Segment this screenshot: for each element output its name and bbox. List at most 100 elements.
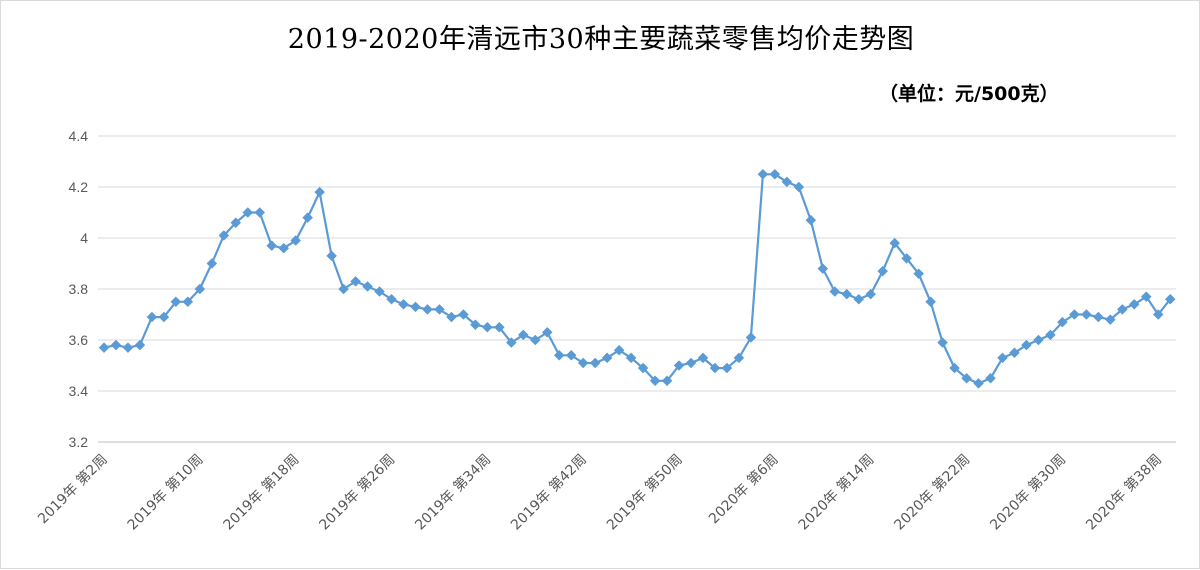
data-point	[122, 342, 134, 354]
data-point	[697, 352, 709, 364]
data-point	[661, 375, 673, 387]
x-tick-label: 2020年 第14周	[795, 451, 878, 534]
data-point	[146, 311, 158, 323]
data-point	[242, 207, 254, 218]
x-tick-label: 2020年 第38周	[1082, 451, 1165, 534]
data-point	[1152, 309, 1164, 320]
data-point	[589, 357, 601, 369]
x-tick-label: 2020年 第22周	[891, 451, 974, 534]
x-tick-label: 2019年 第26周	[316, 451, 399, 534]
data-point	[350, 275, 361, 287]
data-point	[1069, 309, 1080, 320]
data-point	[673, 360, 685, 371]
data-point	[997, 352, 1008, 364]
data-point	[829, 286, 841, 297]
data-point	[853, 293, 865, 305]
data-point	[649, 375, 661, 387]
data-point	[577, 357, 589, 369]
data-point	[769, 168, 781, 180]
y-tick-label: 4	[80, 230, 88, 246]
unit-label: （单位：元/500克）	[879, 83, 1059, 105]
data-point	[553, 349, 565, 361]
data-point	[1104, 314, 1116, 325]
y-tick-label: 3.6	[69, 332, 89, 348]
x-tick-label: 2019年 第10周	[124, 451, 207, 534]
data-point	[841, 288, 853, 300]
data-point	[1140, 291, 1152, 303]
data-point	[685, 357, 697, 369]
data-point	[637, 362, 649, 374]
data-point	[182, 296, 194, 308]
data-point	[865, 288, 877, 300]
data-point	[362, 281, 373, 292]
x-tick-label: 2019年 第18周	[220, 451, 303, 534]
data-point	[1021, 339, 1032, 351]
x-tick-label: 2020年 第6周	[705, 451, 781, 527]
data-point	[98, 342, 110, 354]
data-point	[1057, 316, 1068, 328]
data-point	[482, 321, 493, 333]
data-point	[302, 212, 314, 223]
data-point	[721, 362, 733, 374]
data-point	[805, 214, 817, 226]
data-point	[1128, 298, 1140, 310]
data-point	[278, 242, 290, 254]
data-point	[1116, 304, 1128, 315]
y-tick-label: 4.4	[69, 128, 89, 144]
data-point	[290, 235, 302, 246]
data-point	[134, 339, 146, 351]
data-point	[374, 286, 385, 297]
y-tick-label: 3.2	[69, 434, 89, 450]
data-point	[218, 230, 230, 241]
data-point	[925, 296, 936, 308]
data-point	[793, 181, 805, 193]
y-tick-label: 4.2	[69, 179, 89, 195]
data-point	[961, 372, 972, 384]
data-point	[877, 265, 889, 277]
data-point	[505, 337, 517, 348]
data-point	[529, 334, 541, 346]
data-point	[1092, 311, 1104, 323]
data-point	[745, 332, 757, 343]
data-point	[901, 253, 913, 264]
data-point	[1081, 309, 1092, 320]
data-point	[206, 258, 218, 269]
data-point	[458, 309, 469, 320]
data-point	[170, 296, 182, 308]
data-point	[398, 298, 409, 310]
data-point	[434, 304, 445, 315]
data-point	[470, 319, 481, 331]
data-point	[1045, 329, 1056, 341]
data-point	[949, 362, 960, 374]
data-point	[158, 311, 170, 323]
x-tick-label: 2019年 第34周	[412, 451, 495, 534]
data-point	[266, 240, 278, 252]
data-point	[493, 321, 505, 333]
data-point	[314, 186, 325, 198]
data-point	[757, 168, 769, 180]
data-point	[889, 237, 901, 249]
data-point	[913, 268, 924, 280]
data-point	[613, 344, 625, 356]
data-point	[625, 352, 637, 364]
data-point	[541, 326, 553, 338]
data-point	[386, 293, 397, 305]
data-point	[1009, 347, 1020, 359]
data-point	[709, 362, 721, 374]
data-point	[937, 337, 948, 348]
data-point	[565, 349, 577, 361]
data-point	[194, 283, 206, 295]
data-point	[254, 207, 266, 218]
data-point	[817, 263, 829, 274]
data-point	[781, 176, 793, 188]
x-tick-label: 2020年 第30周	[987, 451, 1070, 534]
data-point	[985, 372, 996, 384]
data-point	[410, 301, 421, 313]
chart-title: 2019-2020年清远市30种主要蔬菜零售均价走势图	[287, 24, 915, 55]
x-tick-label: 2019年 第2周	[34, 451, 110, 527]
data-point	[230, 217, 242, 229]
data-point	[110, 339, 122, 351]
data-point	[422, 304, 433, 315]
